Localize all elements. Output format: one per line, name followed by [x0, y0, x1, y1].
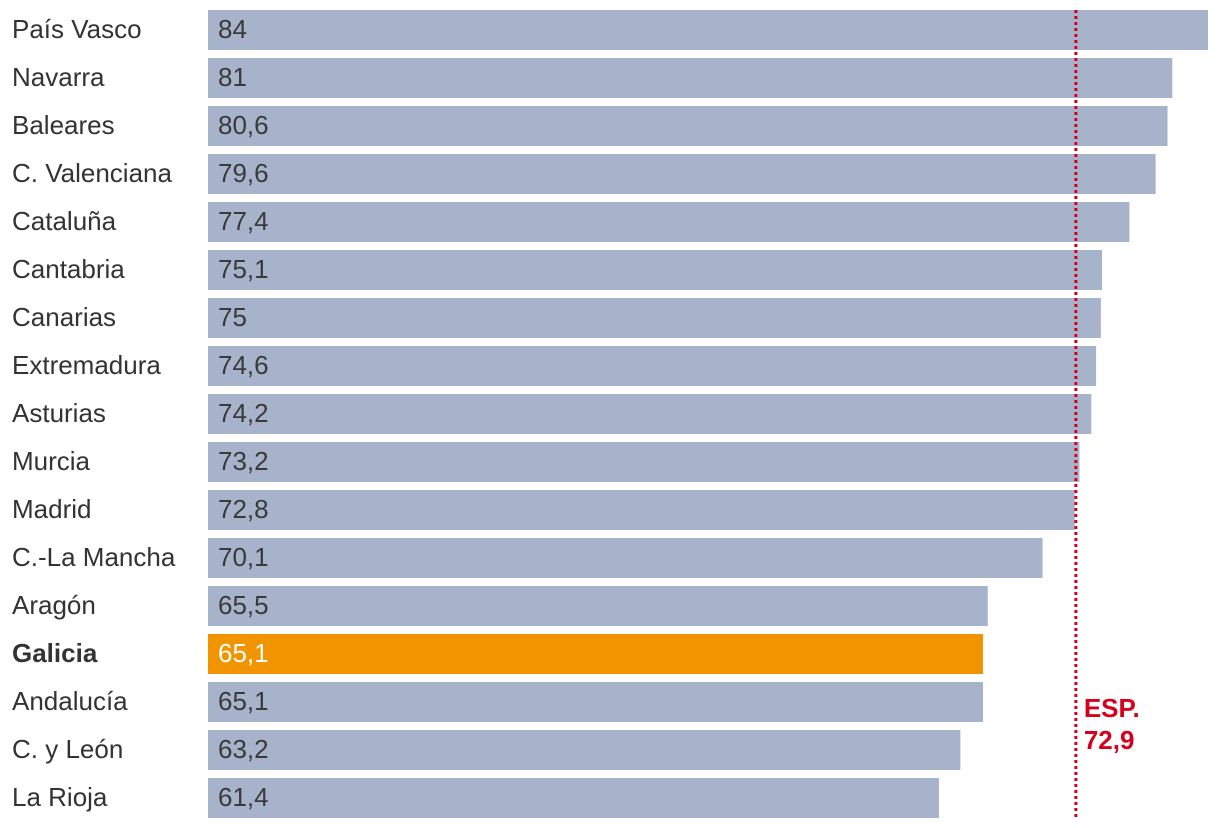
category-label: Cantabria [12, 254, 125, 284]
bar [208, 730, 961, 770]
reference-value-label: 72,9 [1084, 725, 1135, 755]
category-label: C.-La Mancha [12, 542, 176, 572]
category-label: C. Valenciana [12, 158, 172, 188]
value-label: 65,5 [218, 590, 269, 620]
value-label: 65,1 [218, 638, 269, 668]
value-label: 77,4 [218, 206, 269, 236]
category-label: Canarias [12, 302, 116, 332]
value-label: 74,6 [218, 350, 269, 380]
category-label: Murcia [12, 446, 91, 476]
bar [208, 106, 1168, 146]
category-label: Andalucía [12, 686, 128, 716]
value-label: 80,6 [218, 110, 269, 140]
bar [208, 634, 983, 674]
bar [208, 682, 983, 722]
category-label: País Vasco [12, 14, 142, 44]
value-label: 65,1 [218, 686, 269, 716]
bar [208, 778, 939, 818]
category-label: Asturias [12, 398, 106, 428]
value-label: 63,2 [218, 734, 269, 764]
category-label: Cataluña [12, 206, 117, 236]
bar [208, 202, 1130, 242]
value-label: 61,4 [218, 782, 269, 812]
category-label: Extremadura [12, 350, 161, 380]
value-label: 75 [218, 302, 247, 332]
bar [208, 586, 988, 626]
value-label: 75,1 [218, 254, 269, 284]
bar [208, 58, 1173, 98]
bar [208, 490, 1075, 530]
category-label: Madrid [12, 494, 91, 524]
value-label: 79,6 [218, 158, 269, 188]
category-label: Aragón [12, 590, 96, 620]
value-label: 72,8 [218, 494, 269, 524]
reference-label: ESP. [1084, 693, 1140, 723]
bar [208, 250, 1103, 290]
bar [208, 298, 1101, 338]
category-label: Navarra [12, 62, 105, 92]
value-label: 70,1 [218, 542, 269, 572]
category-label: Galicia [12, 638, 98, 668]
category-label: La Rioja [12, 782, 108, 812]
bar [208, 10, 1208, 50]
bar [208, 442, 1080, 482]
category-label: Baleares [12, 110, 115, 140]
category-label: C. y León [12, 734, 123, 764]
value-label: 74,2 [218, 398, 269, 428]
value-label: 81 [218, 62, 247, 92]
bar [208, 154, 1156, 194]
bar [208, 346, 1097, 386]
bar [208, 394, 1092, 434]
value-label: 73,2 [218, 446, 269, 476]
bar [208, 538, 1043, 578]
value-label: 84 [218, 14, 247, 44]
